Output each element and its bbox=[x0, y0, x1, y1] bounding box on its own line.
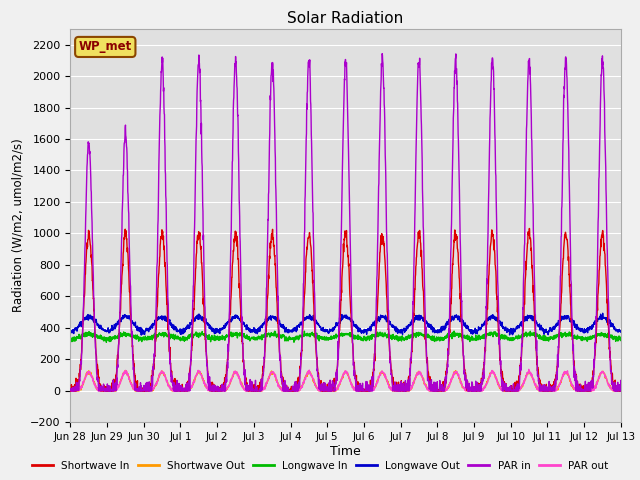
X-axis label: Time: Time bbox=[330, 445, 361, 458]
Y-axis label: Radiation (W/m2, umol/m2/s): Radiation (W/m2, umol/m2/s) bbox=[12, 139, 24, 312]
Legend: Shortwave In, Shortwave Out, Longwave In, Longwave Out, PAR in, PAR out: Shortwave In, Shortwave Out, Longwave In… bbox=[28, 456, 612, 475]
Title: Solar Radiation: Solar Radiation bbox=[287, 11, 404, 26]
Text: WP_met: WP_met bbox=[79, 40, 132, 53]
